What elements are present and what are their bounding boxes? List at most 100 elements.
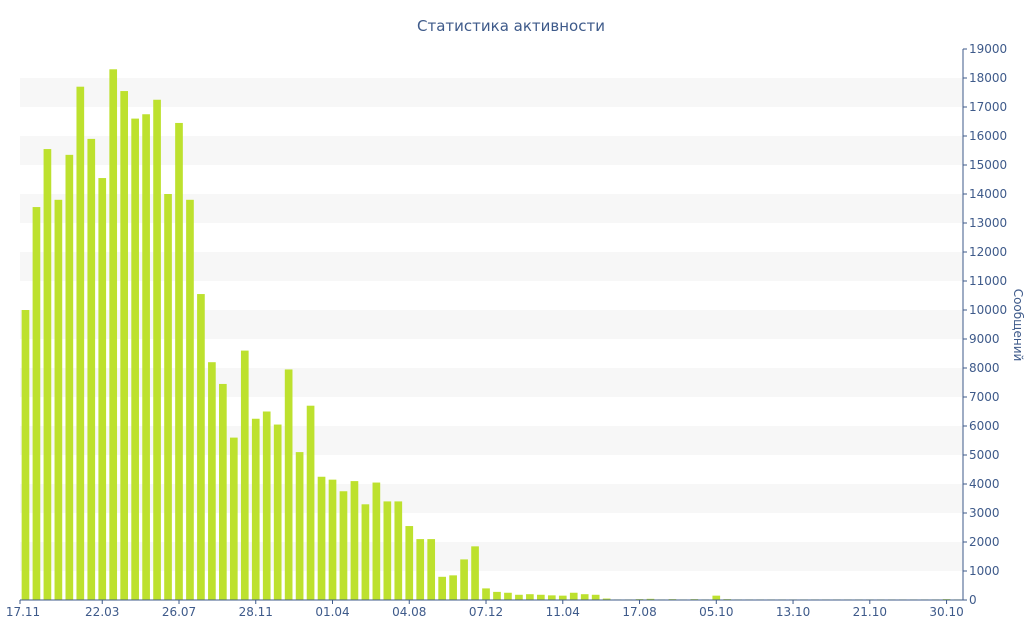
y-tick-label: 5000 xyxy=(969,448,1000,462)
bar xyxy=(580,594,589,600)
chart-title: Статистика активности xyxy=(417,17,605,35)
y-tick-label: 8000 xyxy=(969,361,1000,375)
bar xyxy=(504,592,512,600)
y-tick-label: 7000 xyxy=(969,390,1000,404)
bar xyxy=(131,118,139,600)
bar xyxy=(109,69,118,601)
y-tick-label: 0 xyxy=(969,593,977,607)
bar xyxy=(295,452,304,600)
bar xyxy=(175,122,183,600)
bar xyxy=(142,114,150,600)
bar xyxy=(482,588,490,600)
bar xyxy=(339,491,348,600)
bar xyxy=(284,369,293,600)
y-tick-label: 13000 xyxy=(969,216,1007,230)
bar xyxy=(591,594,600,600)
bar xyxy=(229,437,238,600)
bar xyxy=(383,501,392,600)
x-tick-label: 17.11 xyxy=(6,605,40,619)
bar xyxy=(87,138,96,600)
y-tick-label: 14000 xyxy=(969,187,1007,201)
bar xyxy=(186,199,194,601)
bar xyxy=(317,476,326,600)
x-tick-label: 30.10 xyxy=(929,605,963,619)
x-tick-label: 22.03 xyxy=(85,605,119,619)
bar xyxy=(120,91,129,601)
bar xyxy=(208,362,216,600)
bar xyxy=(394,501,403,600)
x-tick-label: 26.07 xyxy=(162,605,196,619)
bar xyxy=(262,411,271,600)
bar xyxy=(273,424,282,600)
x-tick-label: 21.10 xyxy=(853,605,887,619)
x-tick-label: 04.08 xyxy=(392,605,426,619)
bar xyxy=(350,481,359,600)
bar xyxy=(427,539,436,600)
bar xyxy=(493,591,501,600)
bar xyxy=(712,595,721,600)
bar xyxy=(558,595,567,600)
y-tick-label: 10000 xyxy=(969,303,1007,317)
bar xyxy=(240,350,249,600)
bar xyxy=(21,310,30,600)
bar xyxy=(372,482,381,600)
x-tick-label: 11.04 xyxy=(546,605,580,619)
y-tick-label: 19000 xyxy=(969,42,1007,56)
y-ticks: 0 1000 2000 3000 4000 5000 6000 7000 8000 9000 100… xyxy=(963,42,1007,607)
y-tick-label: 9000 xyxy=(969,332,1000,346)
x-tick-label: 13.10 xyxy=(776,605,810,619)
y-tick-label: 18000 xyxy=(969,71,1007,85)
x-tick-label: 07.12 xyxy=(469,605,503,619)
grid-band xyxy=(20,484,963,513)
bar xyxy=(416,539,425,600)
x-tick-label: 05.10 xyxy=(699,605,733,619)
bar xyxy=(328,479,337,600)
bar xyxy=(515,594,523,600)
bars xyxy=(21,69,962,601)
y-tick-label: 12000 xyxy=(969,245,1007,259)
grid-band xyxy=(20,426,963,455)
bar xyxy=(251,418,260,600)
x-ticks: 17.11 22.03 26.07 28.11 01.04 04.08 07.12 11.04… xyxy=(6,600,964,619)
bar xyxy=(537,594,545,600)
bar xyxy=(54,199,63,601)
bar xyxy=(438,576,446,600)
grid-band xyxy=(20,368,963,397)
bar xyxy=(98,178,107,601)
y-tick-label: 1000 xyxy=(969,564,1000,578)
grid-band xyxy=(20,194,963,223)
bar xyxy=(76,86,85,600)
bar xyxy=(405,526,414,600)
bar xyxy=(43,149,52,601)
y-tick-label: 16000 xyxy=(969,129,1007,143)
y-tick-label: 11000 xyxy=(969,274,1007,288)
y-tick-label: 17000 xyxy=(969,100,1007,114)
bar xyxy=(449,575,457,600)
x-tick-label: 17.08 xyxy=(622,605,656,619)
bar xyxy=(219,383,227,600)
grid-band xyxy=(20,542,963,571)
y-tick-label: 3000 xyxy=(969,506,1000,520)
bar xyxy=(32,207,41,601)
bar xyxy=(547,595,556,600)
bar xyxy=(197,294,205,600)
bar xyxy=(569,592,578,600)
grid-band xyxy=(20,136,963,165)
bar xyxy=(471,546,479,600)
grid-band xyxy=(20,78,963,107)
bar xyxy=(526,594,534,600)
bar xyxy=(460,559,468,600)
bar xyxy=(361,504,370,600)
x-tick-label: 01.04 xyxy=(315,605,349,619)
bar xyxy=(153,99,161,600)
y-tick-label: 2000 xyxy=(969,535,1000,549)
grid-band xyxy=(20,310,963,339)
bar xyxy=(164,194,172,600)
grid-band xyxy=(20,252,963,281)
grid-bands xyxy=(20,78,963,571)
bar xyxy=(646,598,655,600)
y-axis-label: Сообщений xyxy=(1011,289,1024,362)
bar xyxy=(306,405,315,600)
bar xyxy=(602,598,611,600)
